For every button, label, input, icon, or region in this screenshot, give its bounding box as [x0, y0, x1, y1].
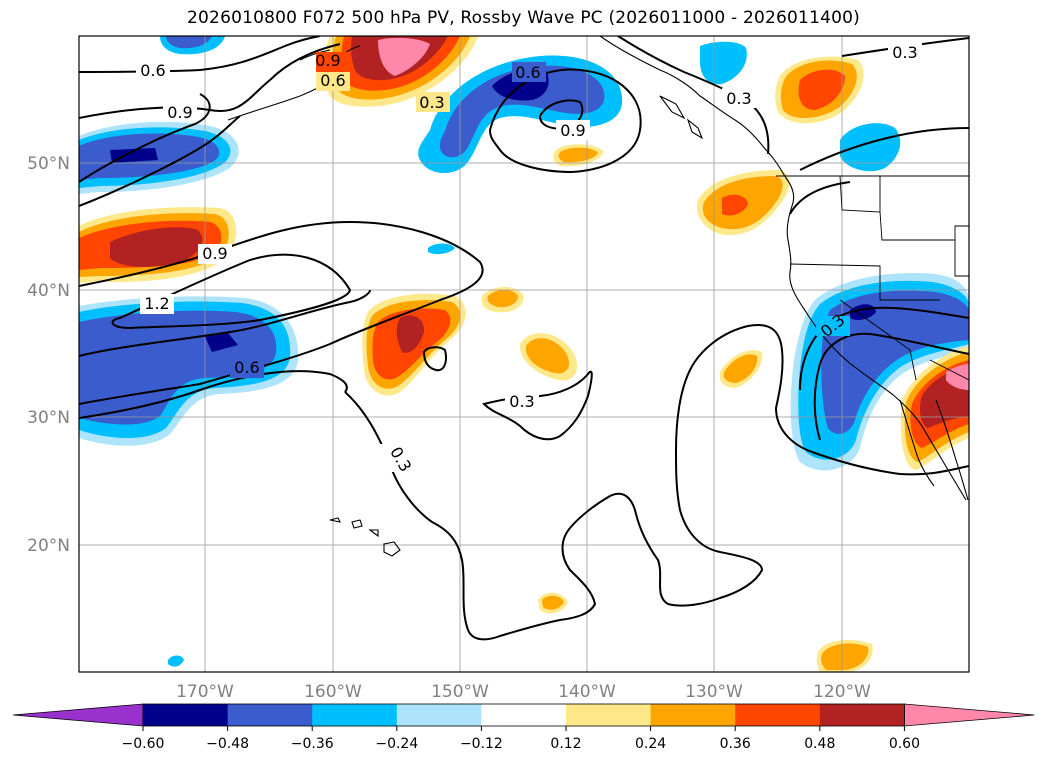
colorbar-tick-label: 0.36 [720, 736, 751, 752]
colorbar: −0.60 −0.48 −0.36 −0.24 −0.12 0.12 0.24 0.36 0.4… [12, 703, 1035, 752]
colorbar-segment [312, 704, 398, 726]
contour-label: 0.9 [560, 121, 585, 140]
contour-label: 0.3 [892, 43, 917, 62]
contour-label: 1.2 [144, 294, 169, 313]
lon-label-140w: 140°W [558, 682, 616, 702]
colorbar-segment [396, 704, 482, 726]
colorbar-extend-low [12, 703, 144, 727]
contour-label: 0.9 [202, 244, 227, 263]
lon-label-160w: 160°W [304, 682, 362, 702]
contour-label: 0.6 [320, 71, 345, 90]
lat-label-40: 40°N [27, 281, 70, 301]
longitude-labels: 170°W 160°W 150°W 140°W 130°W 120°W [176, 682, 871, 702]
lon-label-150w: 150°W [431, 682, 489, 702]
colorbar-tick-label: 0.12 [550, 736, 581, 752]
colorbar-segment [227, 704, 313, 726]
colorbar-segment [819, 704, 905, 726]
political-borders [776, 175, 969, 381]
colorbar-outline [142, 703, 905, 727]
colorbar-tick-label: 0.24 [635, 736, 666, 752]
graticule [79, 36, 969, 672]
lat-label-50: 50°N [27, 154, 70, 174]
contour-label: 0.3 [726, 89, 751, 108]
contour-label: 0.6 [234, 358, 259, 377]
colorbar-tick-label: −0.48 [206, 736, 249, 752]
colorbar-tick-label: 0.60 [889, 736, 920, 752]
contour-label: 0.3 [509, 392, 534, 411]
contour-label: 0.6 [140, 61, 165, 80]
plot-frame [78, 35, 970, 673]
colorbar-tick-label: −0.12 [460, 736, 503, 752]
lat-label-30: 30°N [27, 408, 70, 428]
lon-label-170w: 170°W [176, 682, 234, 702]
colorbar-segment [566, 704, 652, 726]
colorbar-segment [481, 704, 567, 726]
colorbar-segment [650, 704, 736, 726]
positive-anomaly-shading [79, 36, 969, 672]
contour-label: 0.9 [315, 51, 340, 70]
map-title: 2026010800 F072 500 hPa PV, Rossby Wave … [187, 8, 860, 28]
colorbar-segment [143, 704, 229, 726]
lat-label-20: 20°N [27, 536, 70, 556]
colorbar-tick-label: 0.48 [804, 736, 835, 752]
lon-label-120w: 120°W [813, 682, 871, 702]
lon-label-130w: 130°W [685, 682, 743, 702]
colorbar-tick-label: −0.60 [122, 736, 165, 752]
contour-label: 0.9 [167, 103, 192, 122]
colorbar-tick-label: −0.36 [291, 736, 334, 752]
colorbar-tick-label: −0.24 [375, 736, 418, 752]
colorbar-segment [735, 704, 821, 726]
latitude-labels: 50°N 40°N 30°N 20°N [27, 154, 70, 556]
contour-labels: 0.6 0.9 0.6 0.3 0.6 0.9 0.3 0.3 0.9 0.9 … [136, 42, 922, 475]
colorbar-extend-high [904, 703, 1035, 727]
contour-label: 0.6 [515, 63, 540, 82]
contour-label: 0.3 [419, 93, 444, 112]
